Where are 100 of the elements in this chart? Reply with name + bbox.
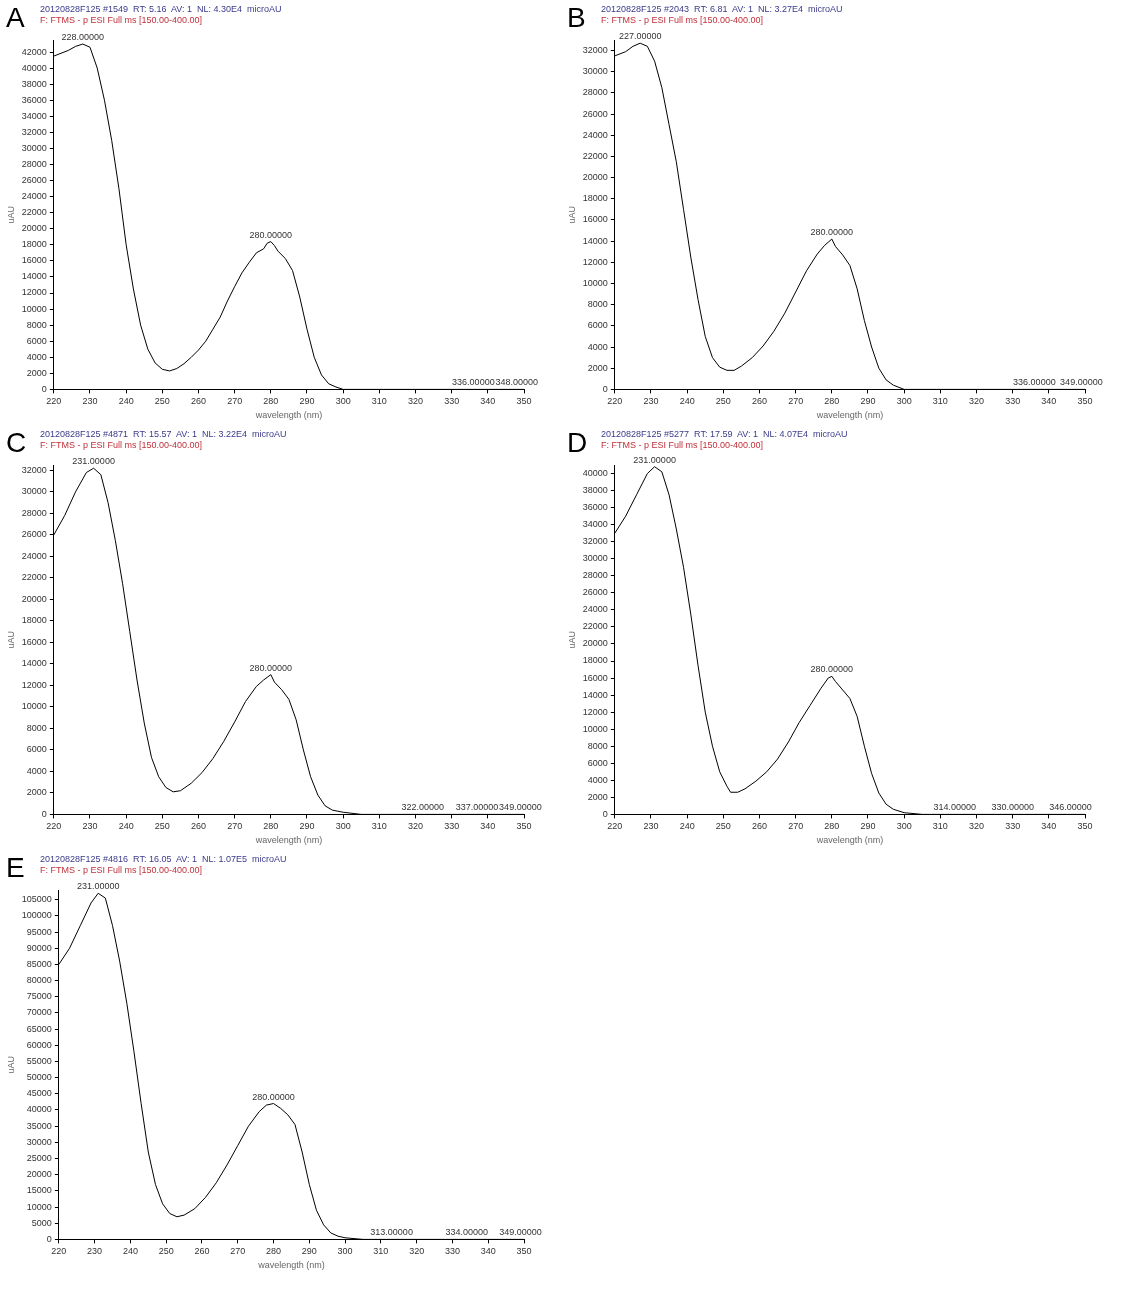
x-tick-label: 310 xyxy=(371,821,387,832)
x-tick-label: 300 xyxy=(337,1246,353,1257)
annotation: 313.00000 xyxy=(370,1227,413,1238)
y-tick-label: 18000 xyxy=(582,655,608,666)
y-tick-label: 30000 xyxy=(21,142,47,153)
y-tick-label: 20000 xyxy=(26,1169,52,1180)
y-tick-label: 32000 xyxy=(582,45,608,56)
x-tick-label: 250 xyxy=(154,396,170,407)
x-tick-label: 260 xyxy=(194,1246,210,1257)
x-tick-label: 270 xyxy=(227,396,243,407)
x-tick-label: 340 xyxy=(1041,821,1057,832)
y-axis-title: uAU xyxy=(566,205,577,224)
chart-title: 20120828F125 #2043 RT: 6.81 AV: 1 NL: 3.27E4 microAU xyxy=(601,4,843,15)
y-tick-label: 22000 xyxy=(21,572,47,583)
y-tick-label: 16000 xyxy=(21,636,47,647)
x-axis-title: wavelength (nm) xyxy=(815,410,884,421)
x-tick-label: 340 xyxy=(480,821,496,832)
y-tick-label: 2000 xyxy=(587,362,608,373)
annotation: 337.00000 xyxy=(455,802,499,813)
annotation: 280.00000 xyxy=(249,229,293,240)
y-tick-label: 34000 xyxy=(21,110,47,121)
y-tick-label: 12000 xyxy=(21,287,47,298)
y-tick-label: 20000 xyxy=(21,593,47,604)
y-tick-label: 40000 xyxy=(26,1104,52,1115)
x-axis-title: wavelength (nm) xyxy=(815,835,884,846)
y-tick-label: 38000 xyxy=(21,78,47,89)
y-tick-label: 4000 xyxy=(26,765,47,776)
y-tick-label: 14000 xyxy=(582,689,608,700)
y-tick-label: 100000 xyxy=(21,910,52,921)
y-tick-label: 8000 xyxy=(587,740,608,751)
x-tick-label: 290 xyxy=(299,396,315,407)
x-tick-label: 330 xyxy=(444,1246,460,1257)
text: E xyxy=(6,852,25,884)
text: D xyxy=(567,427,588,459)
chart-title: 20120828F125 #5277 RT: 17.59 AV: 1 NL: 4.07E4 microAU xyxy=(601,429,848,440)
y-tick-label: 8000 xyxy=(26,722,47,733)
x-axis-title: wavelength (nm) xyxy=(257,1260,325,1271)
chart-subtitle: F: FTMS - p ESI Full ms [150.00-400.00] xyxy=(40,15,204,26)
y-tick-label: 38000 xyxy=(582,485,608,496)
x-tick-label: 260 xyxy=(190,821,207,832)
y-tick-label: 16000 xyxy=(21,255,47,266)
y-tick-label: 0 xyxy=(41,383,47,394)
text: A xyxy=(6,2,25,34)
annotation: 336.00000 xyxy=(452,377,495,388)
annotation: 346.00000 xyxy=(1049,802,1092,813)
y-tick-label: 2000 xyxy=(587,791,608,802)
y-tick-label: 28000 xyxy=(582,87,608,98)
x-tick-label: 270 xyxy=(227,821,243,832)
y-axis-title: uAU xyxy=(5,630,16,649)
y-tick-label: 30000 xyxy=(582,553,608,564)
x-tick-label: 260 xyxy=(190,396,207,407)
x-tick-label: 240 xyxy=(118,821,134,832)
y-tick-label: 90000 xyxy=(26,942,52,953)
y-tick-label: 30000 xyxy=(26,1136,52,1147)
y-tick-label: 32000 xyxy=(21,464,47,475)
y-tick-label: 12000 xyxy=(582,706,608,717)
x-tick-label: 280 xyxy=(263,821,279,832)
y-tick-label: 25000 xyxy=(26,1153,52,1163)
x-tick-label: 340 xyxy=(480,396,496,407)
annotation: 322.00000 xyxy=(401,802,445,813)
y-tick-label: 36000 xyxy=(582,502,608,513)
y-tick-label: 18000 xyxy=(582,193,608,204)
y-tick-label: 6000 xyxy=(587,757,608,768)
y-tick-label: 10000 xyxy=(21,701,47,712)
y-tick-label: 0 xyxy=(602,383,608,394)
chart-title: 20120828F125 #4816 RT: 16.05 AV: 1 NL: 1.07E5 microAU xyxy=(40,854,287,865)
y-tick-label: 20000 xyxy=(582,172,608,183)
x-tick-label: 320 xyxy=(407,396,424,407)
x-tick-label: 330 xyxy=(1005,396,1021,407)
y-tick-label: 32000 xyxy=(582,536,608,547)
y-tick-label: 4000 xyxy=(587,774,608,785)
x-axis-title: wavelength (nm) xyxy=(254,410,323,421)
chart-subtitle: F: FTMS - p ESI Full ms [150.00-400.00] xyxy=(40,440,204,451)
y-tick-label: 10000 xyxy=(582,723,608,734)
x-tick-label: 280 xyxy=(824,821,840,832)
x-tick-label: 330 xyxy=(444,821,460,832)
y-tick-label: 65000 xyxy=(26,1023,52,1034)
y-tick-label: 105000 xyxy=(21,894,52,905)
annotation: 349.00000 xyxy=(499,802,542,813)
y-tick-label: 16000 xyxy=(582,214,608,225)
x-axis-title: wavelength (nm) xyxy=(254,835,323,846)
chart-subtitle: F: FTMS - p ESI Full ms [150.00-400.00] xyxy=(601,440,765,451)
x-tick-label: 290 xyxy=(860,396,876,407)
y-tick-label: 0 xyxy=(602,808,608,819)
y-axis-title: uAU xyxy=(566,630,577,649)
y-tick-label: 75000 xyxy=(26,991,52,1002)
x-tick-label: 240 xyxy=(122,1246,138,1257)
y-tick-label: 14000 xyxy=(582,235,608,246)
y-axis-title: uAU xyxy=(5,1055,16,1074)
annotation: 349.00000 xyxy=(499,1227,542,1238)
x-tick-label: 340 xyxy=(480,1246,496,1257)
annotation: 231.00000 xyxy=(633,454,676,465)
x-tick-label: 280 xyxy=(263,396,279,407)
x-tick-label: 220 xyxy=(46,821,62,832)
y-tick-label: 22000 xyxy=(21,207,47,218)
x-tick-label: 350 xyxy=(516,396,532,407)
y-tick-label: 42000 xyxy=(21,46,47,57)
y-tick-label: 26000 xyxy=(582,108,608,119)
y-tick-label: 55000 xyxy=(26,1055,52,1066)
x-tick-label: 300 xyxy=(335,821,351,832)
